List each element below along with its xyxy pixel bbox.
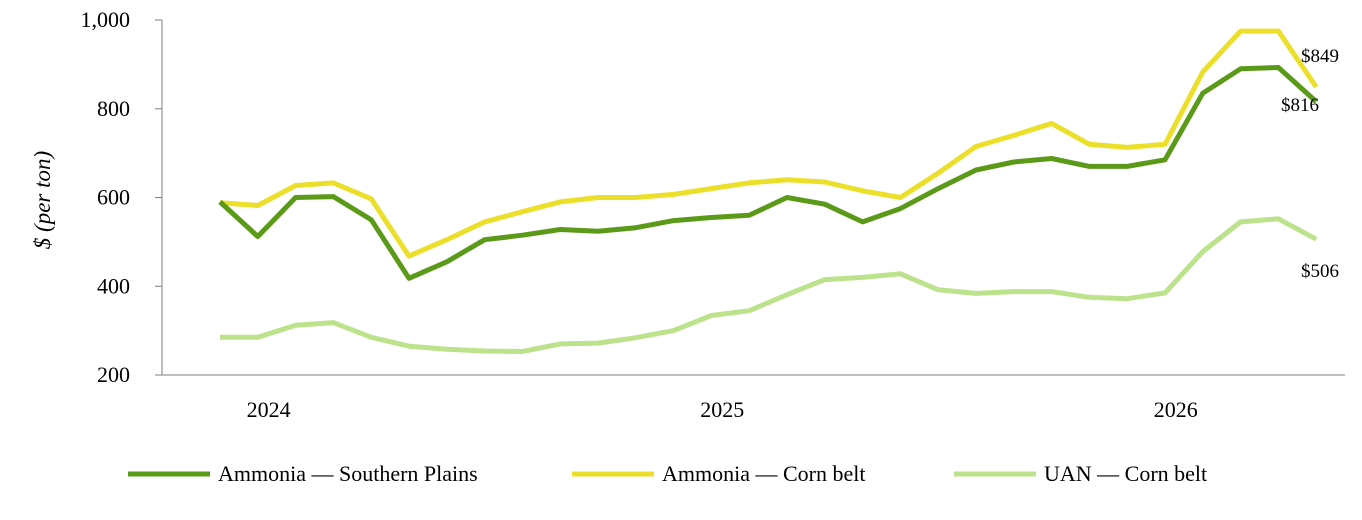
x-tick-label: 2026 (1154, 397, 1198, 422)
y-tick-label: 600 (97, 185, 130, 210)
series-line-3 (220, 216, 1318, 354)
end-value-label: $816 (1281, 95, 1319, 116)
y-tick-label: 1,000 (81, 7, 131, 32)
series-line-2 (219, 28, 1319, 259)
series-line-1 (218, 65, 1318, 281)
x-axis: 2024 2025 2026 (162, 374, 1345, 422)
y-tick-label: 400 (97, 273, 130, 298)
end-value-label: $849 (1301, 46, 1339, 67)
legend-label: Ammonia — Corn belt (662, 461, 865, 486)
x-tick-label: 2024 (247, 397, 291, 422)
y-tick-label: 200 (97, 362, 130, 387)
legend: Ammonia — Southern Plains Ammonia — Corn … (128, 461, 1207, 486)
x-tick-label: 2025 (700, 397, 744, 422)
end-labels: $816 $849 $506 (1281, 46, 1339, 282)
y-axis-label: $ (per ton) (30, 151, 55, 249)
legend-label: UAN — Corn belt (1044, 461, 1207, 486)
legend-label: Ammonia — Southern Plains (218, 461, 478, 486)
series-lines (218, 28, 1319, 354)
y-axis: 200 400 600 800 1,000 (81, 7, 163, 387)
end-value-label: $506 (1301, 261, 1339, 282)
y-tick-label: 800 (97, 96, 130, 121)
